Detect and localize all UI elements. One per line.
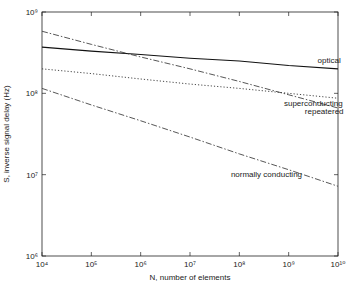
y-tick-label: 10⁶ [26,252,38,261]
x-tick-label: 10⁷ [184,260,196,269]
plot-frame [42,12,338,256]
chart: 10⁴ 10⁵ 10⁶ 10⁷ 10⁸ 10⁹ 10¹⁰ 10⁶ 10⁷ 10⁸ 10⁹ N, num… [0,0,354,284]
x-tick-label: 10⁴ [36,260,49,269]
x-tick-label: 10⁶ [135,260,147,269]
series-label: normally conducting [231,170,302,179]
y-tick [42,93,46,94]
x-tick [42,12,43,16]
x-tick [91,252,92,256]
x-tick-label: 10⁵ [85,260,97,269]
x-tick [239,12,240,16]
x-tick [338,252,339,256]
y-tick [42,256,46,257]
x-tick-label: 10¹⁰ [331,260,346,269]
x-tick [338,12,339,16]
series-line [42,47,338,69]
series-label: optical [318,56,341,65]
y-tick [334,12,338,13]
x-tick [288,252,289,256]
y-tick-label: 10⁸ [26,89,38,98]
y-tick [334,93,338,94]
x-tick [288,12,289,16]
y-tick [42,174,46,175]
x-axis-label: N, number of elements [150,273,231,282]
series-label: superconducting [284,99,343,108]
x-tick [140,12,141,16]
x-tick [190,252,191,256]
x-tick [190,12,191,16]
y-axis-label: S, inverse signal delay (Hz) [2,85,11,183]
x-tick [91,12,92,16]
x-tick-label: 10⁸ [233,260,245,269]
y-tick-label: 10⁹ [26,8,38,17]
series-label: repeatered [305,107,344,116]
background [0,0,354,284]
y-tick [334,174,338,175]
y-tick [42,12,46,13]
series-group [42,31,338,186]
x-tick [42,252,43,256]
series-line [42,69,338,98]
x-tick [140,252,141,256]
y-tick-label: 10⁷ [26,171,38,180]
x-tick-label: 10⁹ [283,260,295,269]
y-tick [334,256,338,257]
x-tick [239,252,240,256]
series-line [42,31,338,108]
